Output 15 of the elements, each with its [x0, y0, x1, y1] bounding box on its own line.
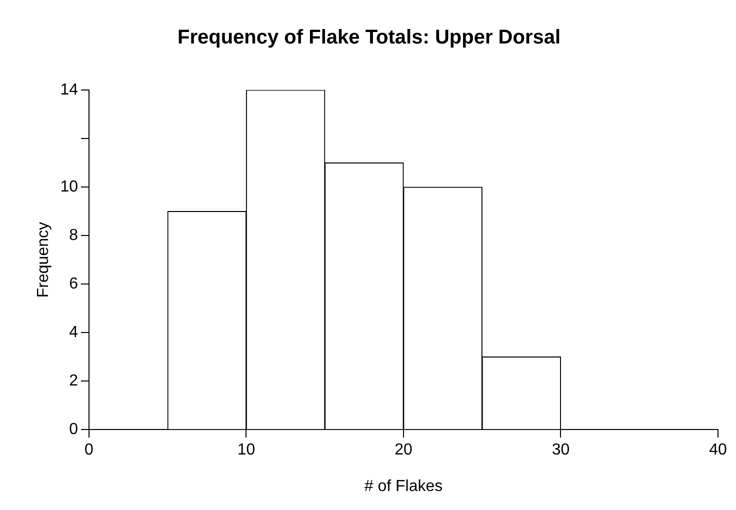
x-tick-label: 0	[84, 442, 94, 459]
y-tick-label: 8	[69, 226, 78, 244]
chart-title: Frequency of Flake Totals: Upper Dorsal	[177, 26, 561, 49]
y-tick-label: 10	[60, 178, 78, 196]
y-axis-title: Frequency	[35, 222, 52, 298]
x-tick-label: 40	[709, 442, 727, 459]
y-tick-label: 14	[60, 81, 78, 98]
y-tick-label: 6	[69, 275, 78, 292]
x-tick-label: 20	[394, 442, 412, 459]
x-tick-label: 10	[237, 442, 256, 459]
x-axis-title: # of Flakes	[364, 478, 443, 495]
y-tick-label: 0	[69, 421, 78, 438]
y-tick-label: 2	[69, 372, 78, 390]
x-tick-label: 30	[552, 442, 570, 459]
y-tick-label: 4	[69, 324, 78, 341]
